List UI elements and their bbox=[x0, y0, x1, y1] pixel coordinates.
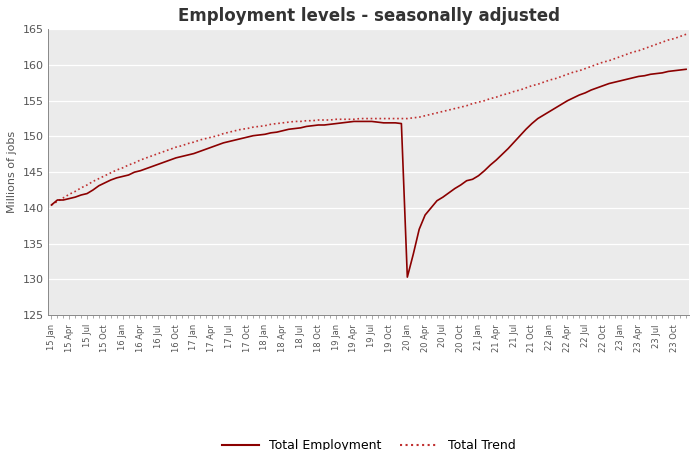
Y-axis label: Millions of jobs: Millions of jobs bbox=[7, 131, 17, 213]
Title: Employment levels - seasonally adjusted: Employment levels - seasonally adjusted bbox=[177, 7, 560, 25]
Legend: Total Employment, Total Trend: Total Employment, Total Trend bbox=[217, 434, 521, 450]
